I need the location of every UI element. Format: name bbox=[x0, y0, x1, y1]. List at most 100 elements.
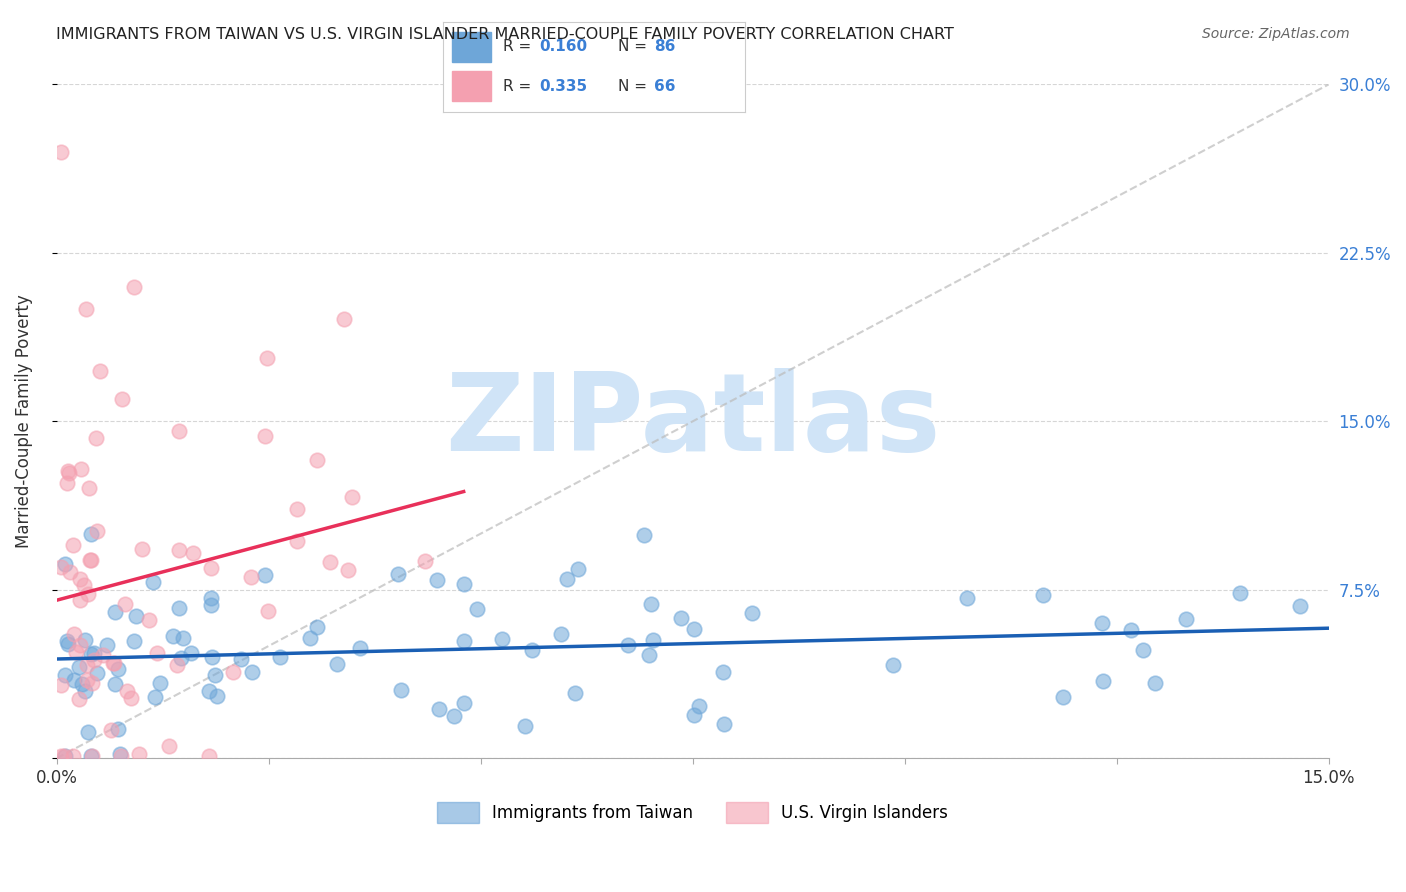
Point bbox=[67, 692, 90, 706]
Point bbox=[443, 709, 465, 723]
Point bbox=[122, 279, 145, 293]
Point bbox=[239, 569, 262, 583]
Point bbox=[172, 631, 194, 645]
Point bbox=[167, 600, 190, 615]
Text: N =: N = bbox=[619, 39, 652, 54]
Point bbox=[108, 747, 131, 762]
Point bbox=[157, 739, 180, 754]
Point bbox=[555, 572, 578, 586]
Point bbox=[125, 609, 148, 624]
Text: IMMIGRANTS FROM TAIWAN VS U.S. VIRGIN ISLANDER MARRIED-COUPLE FAMILY POVERTY COR: IMMIGRANTS FROM TAIWAN VS U.S. VIRGIN IS… bbox=[56, 27, 955, 42]
Point bbox=[79, 553, 101, 567]
Point bbox=[166, 658, 188, 673]
Point bbox=[682, 622, 704, 636]
Point bbox=[59, 565, 82, 579]
Text: R =: R = bbox=[503, 39, 537, 54]
Point bbox=[83, 646, 105, 660]
Point bbox=[104, 605, 127, 619]
Point bbox=[143, 690, 166, 705]
Point bbox=[200, 561, 222, 575]
Point bbox=[307, 620, 329, 634]
Point bbox=[269, 650, 291, 665]
Point bbox=[333, 311, 356, 326]
Point bbox=[298, 631, 321, 645]
Point bbox=[453, 633, 475, 648]
Point bbox=[688, 699, 710, 714]
Point bbox=[643, 633, 665, 648]
Point bbox=[389, 683, 412, 698]
Point bbox=[79, 647, 101, 661]
Point bbox=[80, 749, 103, 764]
Point bbox=[84, 431, 107, 445]
Point bbox=[49, 145, 72, 159]
Point bbox=[426, 573, 449, 587]
Point bbox=[128, 747, 150, 761]
Point bbox=[200, 591, 222, 605]
Point bbox=[1119, 624, 1142, 638]
Point bbox=[122, 633, 145, 648]
Point bbox=[1288, 599, 1310, 613]
Point bbox=[55, 476, 77, 491]
Point bbox=[337, 563, 360, 577]
Point bbox=[633, 528, 655, 542]
Point bbox=[180, 646, 202, 660]
Point bbox=[167, 424, 190, 438]
Point bbox=[564, 686, 586, 700]
Point bbox=[58, 467, 80, 481]
Point bbox=[49, 748, 72, 763]
Point bbox=[111, 392, 134, 406]
Point bbox=[75, 684, 97, 698]
Point bbox=[257, 603, 280, 617]
Point bbox=[107, 662, 129, 676]
Point bbox=[349, 640, 371, 655]
Point bbox=[682, 707, 704, 722]
Point bbox=[1175, 612, 1198, 626]
Point bbox=[86, 666, 108, 681]
Text: 0.335: 0.335 bbox=[540, 78, 588, 94]
Point bbox=[76, 673, 98, 687]
Text: 86: 86 bbox=[655, 39, 676, 54]
Point bbox=[513, 719, 536, 733]
Point bbox=[453, 696, 475, 710]
Point bbox=[53, 557, 76, 571]
Point bbox=[52, 749, 75, 764]
Legend: Immigrants from Taiwan, U.S. Virgin Islanders: Immigrants from Taiwan, U.S. Virgin Isla… bbox=[429, 794, 956, 830]
Point bbox=[62, 538, 84, 552]
Point bbox=[285, 534, 308, 549]
Point bbox=[1032, 588, 1054, 602]
Point bbox=[91, 648, 114, 662]
Point bbox=[63, 626, 86, 640]
Point bbox=[1052, 690, 1074, 705]
Point bbox=[131, 542, 153, 557]
Point bbox=[713, 717, 735, 731]
Point bbox=[120, 691, 142, 706]
Point bbox=[70, 461, 93, 475]
Point bbox=[104, 677, 127, 691]
Point bbox=[1132, 642, 1154, 657]
Point bbox=[170, 650, 193, 665]
Point bbox=[77, 587, 100, 601]
Point bbox=[146, 647, 169, 661]
Point bbox=[956, 591, 979, 606]
Point bbox=[75, 301, 97, 316]
Point bbox=[115, 683, 138, 698]
Point bbox=[110, 749, 132, 764]
Point bbox=[62, 749, 84, 764]
Point bbox=[69, 592, 91, 607]
Point bbox=[138, 614, 160, 628]
Point bbox=[53, 749, 76, 764]
FancyBboxPatch shape bbox=[451, 32, 491, 62]
Point bbox=[181, 546, 204, 560]
Point bbox=[240, 665, 263, 679]
Point bbox=[550, 627, 572, 641]
Point bbox=[86, 524, 108, 539]
Point bbox=[491, 632, 513, 647]
Point bbox=[326, 657, 349, 672]
Point bbox=[340, 491, 363, 505]
Point bbox=[465, 602, 488, 616]
Point bbox=[55, 633, 77, 648]
Point bbox=[149, 676, 172, 690]
Point bbox=[222, 665, 245, 679]
Point bbox=[100, 723, 122, 737]
Point bbox=[167, 542, 190, 557]
